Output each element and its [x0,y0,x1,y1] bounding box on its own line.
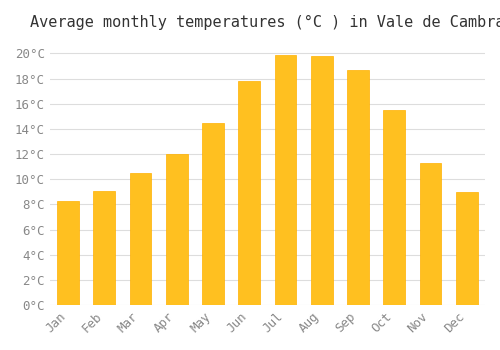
Bar [311,56,332,305]
Bar [347,70,369,305]
Bar [166,154,188,305]
Bar [130,173,152,305]
Bar [94,191,115,305]
Bar [238,81,260,305]
Title: Average monthly temperatures (°C ) in Vale de Cambra: Average monthly temperatures (°C ) in Va… [30,15,500,30]
Bar [384,110,405,305]
Bar [420,163,442,305]
Bar [456,192,477,305]
Bar [57,201,79,305]
Bar [274,55,296,305]
Bar [202,122,224,305]
